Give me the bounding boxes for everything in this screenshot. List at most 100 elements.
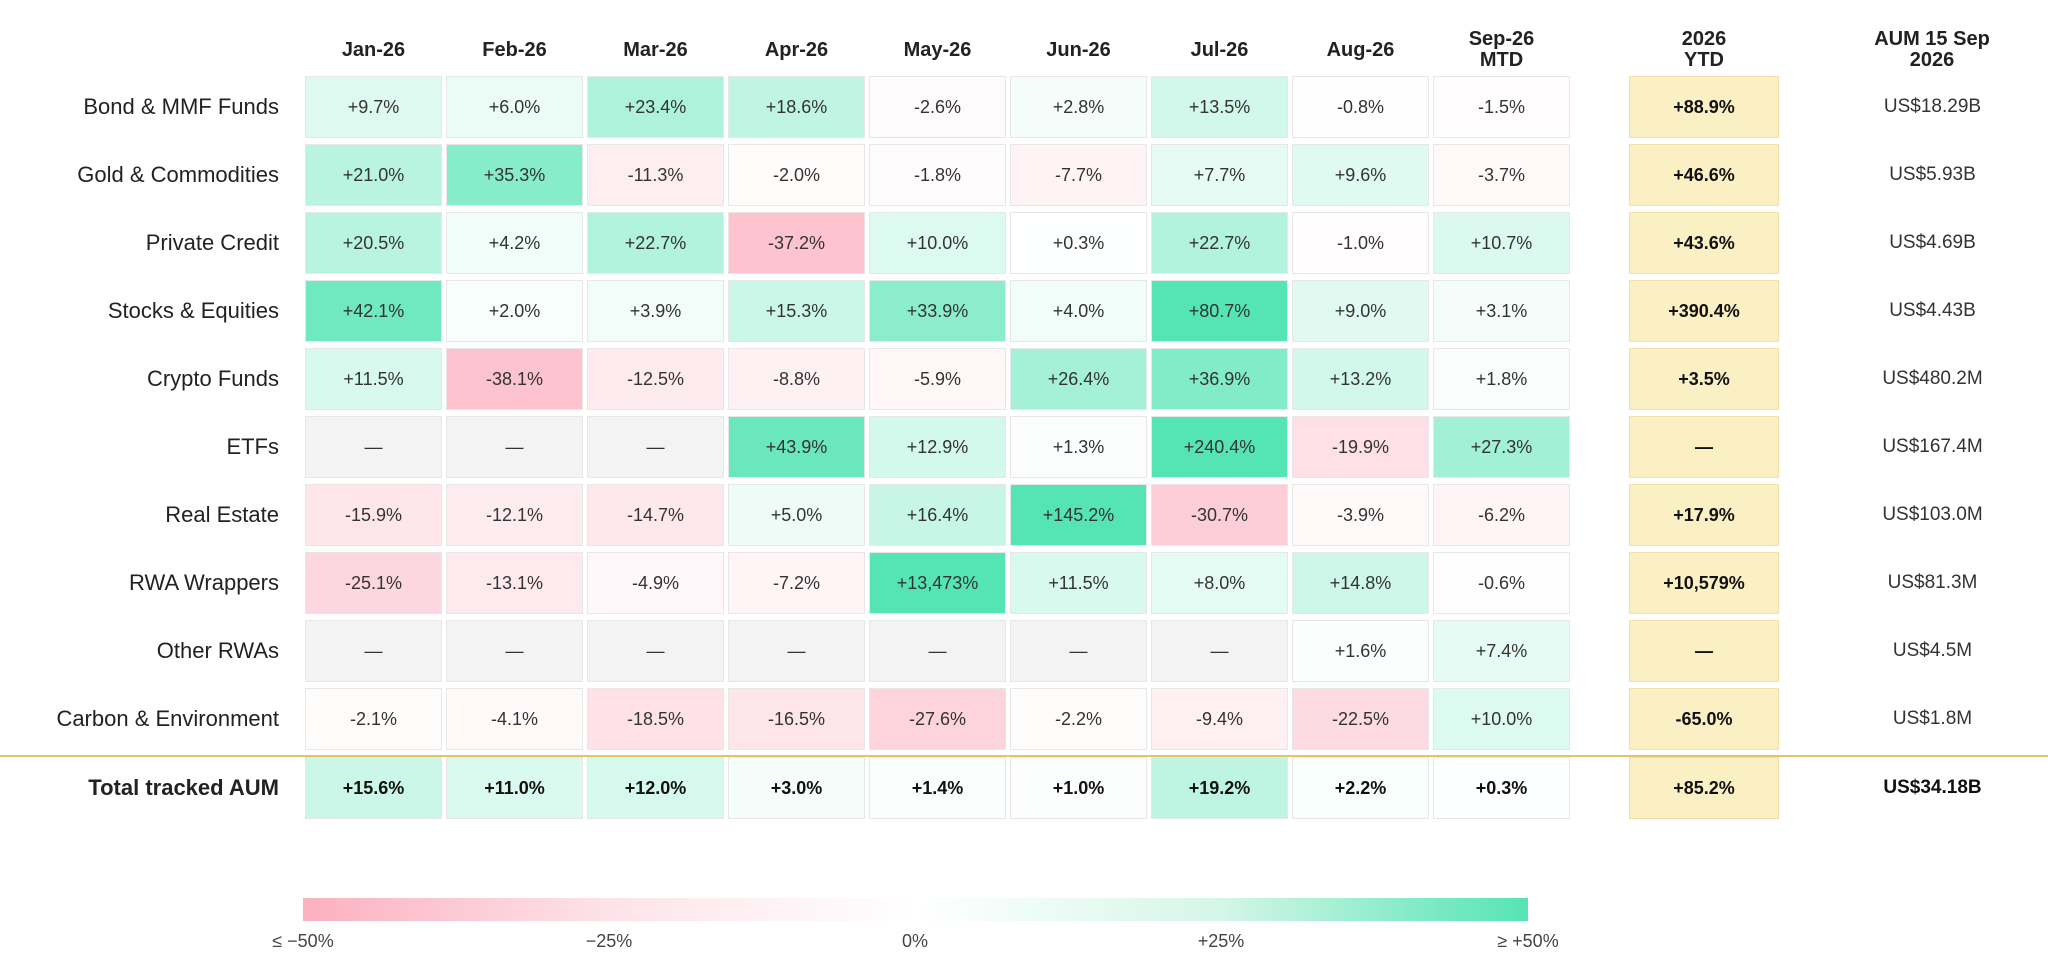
heatmap-cell: -5.9% [869,348,1006,410]
heatmap-cell: -4.1% [446,688,583,750]
ytd-cell: -65.0% [1629,688,1779,750]
heatmap-cell: +18.6% [728,76,865,138]
heatmap-cell: -38.1% [446,348,583,410]
heatmap-cell: -25.1% [305,552,442,614]
heatmap-cell: +22.7% [1151,212,1288,274]
heatmap-cell: — [728,620,865,682]
heatmap-cell: +1.4% [869,757,1006,819]
heatmap-cell: -14.7% [587,484,724,546]
heatmap-cell: +6.0% [446,76,583,138]
column-header: Mar-26 [623,38,688,61]
heatmap-cell: -11.3% [587,144,724,206]
aum-value: US$81.3M [1887,572,1978,593]
heatmap-cell: +1.0% [1010,757,1147,819]
heatmap-cell: -3.9% [1292,484,1429,546]
heatmap-cell: +240.4% [1151,416,1288,478]
heatmap-cell: +4.0% [1010,280,1147,342]
heatmap-cell: -18.5% [587,688,724,750]
heatmap-cell: +35.3% [446,144,583,206]
heatmap-cell: +3.9% [587,280,724,342]
heatmap-cell: -7.7% [1010,144,1147,206]
heatmap-cell: +1.8% [1433,348,1570,410]
column-header: Sep-26 MTD [1468,28,1535,71]
heatmap-cell: +2.8% [1010,76,1147,138]
heatmap-cell: +27.3% [1433,416,1570,478]
heatmap-cell: -9.4% [1151,688,1288,750]
row-label: Gold & Commodities [77,162,279,187]
ytd-cell: +46.6% [1629,144,1779,206]
aum-value: US$103.0M [1882,504,1983,525]
heatmap-cell: +20.5% [305,212,442,274]
heatmap-cell: +4.2% [446,212,583,274]
heatmap-cell: -1.0% [1292,212,1429,274]
ytd-cell: +3.5% [1629,348,1779,410]
heatmap-cell: -2.2% [1010,688,1147,750]
row-label: Stocks & Equities [107,298,279,323]
heatmap-cell: +11.5% [305,348,442,410]
heatmap-cell: — [305,620,442,682]
ytd-cell: +85.2% [1629,757,1779,819]
color-scale-tick-label: 0% [901,931,928,951]
heatmap-cell: +23.4% [587,76,724,138]
heatmap-cell: +9.6% [1292,144,1429,206]
aum-value: US$480.2M [1882,368,1983,389]
row-label: Private Credit [145,230,279,255]
heatmap-cell: +1.3% [1010,416,1147,478]
ytd-cell: +390.4% [1629,280,1779,342]
heatmap-cell: +2.0% [446,280,583,342]
heatmap-cell: -3.7% [1433,144,1570,206]
heatmap-cell: -13.1% [446,552,583,614]
column-header: Jun-26 [1046,38,1111,61]
aum-header: AUM 15 Sep 2026 [1874,28,1990,71]
heatmap-cell: -15.9% [305,484,442,546]
heatmap-cell: -1.8% [869,144,1006,206]
heatmap-cell: +22.7% [587,212,724,274]
color-scale-tick-label: −25% [585,931,633,951]
ytd-cell: +43.6% [1629,212,1779,274]
heatmap-cell: +1.6% [1292,620,1429,682]
column-header: Jul-26 [1190,38,1249,61]
heatmap-cell: — [587,416,724,478]
aum-value: US$4.5M [1892,640,1973,661]
heatmap-cell: -7.2% [728,552,865,614]
heatmap-cell: — [1010,620,1147,682]
heatmap-cell: +2.2% [1292,757,1429,819]
heatmap-cell: +9.7% [305,76,442,138]
heatmap-cell: +9.0% [1292,280,1429,342]
aum-value: US$1.8M [1892,708,1973,729]
heatmap-cell: +80.7% [1151,280,1288,342]
color-scale-bar [303,898,1528,921]
heatmap-cell: +15.3% [728,280,865,342]
heatmap-cell: +7.7% [1151,144,1288,206]
ytd-header: 2026 YTD [1681,28,1727,71]
heatmap-cell: +15.6% [305,757,442,819]
heatmap-cell: -1.5% [1433,76,1570,138]
heatmap-cell: +13.2% [1292,348,1429,410]
heatmap-cell: +36.9% [1151,348,1288,410]
color-scale-tick-label: ≤ −50% [272,931,334,951]
aum-value: US$34.18B [1883,777,1982,798]
heatmap-cell: +3.1% [1433,280,1570,342]
column-header: Apr-26 [764,38,829,61]
aum-value: US$4.43B [1889,300,1976,321]
total-separator-line [0,755,2048,757]
heatmap-cell: +5.0% [728,484,865,546]
heatmap-cell: +11.5% [1010,552,1147,614]
heatmap-cell: -30.7% [1151,484,1288,546]
ytd-cell: +10,579% [1629,552,1779,614]
heatmap-cell: +16.4% [869,484,1006,546]
heatmap-cell: +26.4% [1010,348,1147,410]
heatmap-cell: -4.9% [587,552,724,614]
heatmap-cell: — [446,416,583,478]
heatmap-cell: -37.2% [728,212,865,274]
ytd-cell: +88.9% [1629,76,1779,138]
heatmap-cell: +43.9% [728,416,865,478]
heatmap-cell: — [869,620,1006,682]
row-label: Crypto Funds [146,366,279,391]
column-header: May-26 [903,38,972,61]
heatmap-cell: -12.1% [446,484,583,546]
aum-value: US$18.29B [1883,96,1982,117]
heatmap-cell: — [587,620,724,682]
color-scale-tick-label: ≥ +50% [1497,931,1559,951]
heatmap-cell: +0.3% [1010,212,1147,274]
